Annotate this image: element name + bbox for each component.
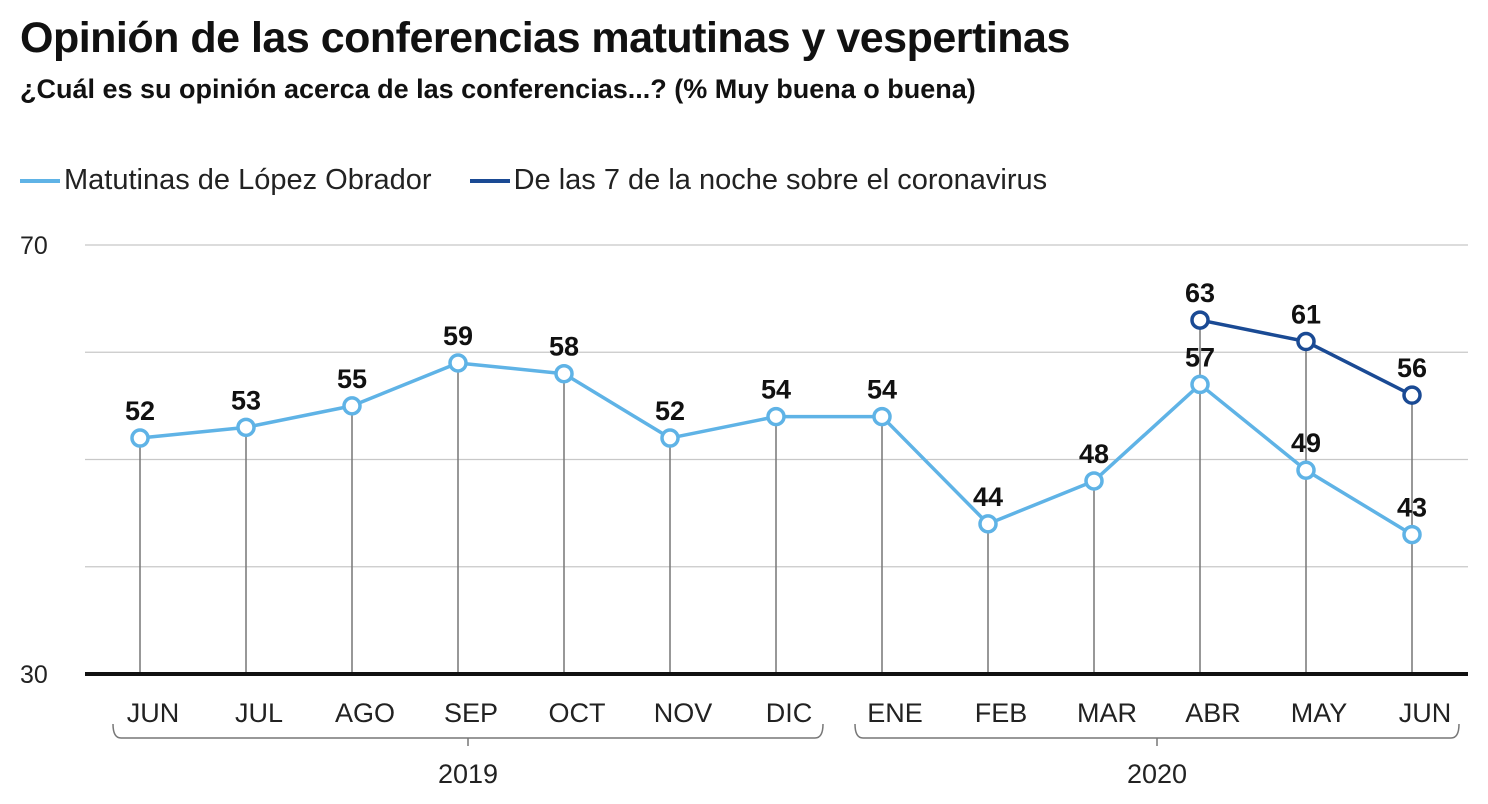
x-tick-label: JUL	[235, 698, 283, 728]
x-tick-label: ENE	[867, 698, 923, 728]
data-point	[1084, 471, 1104, 491]
legend: Matutinas de López Obrador De las 7 de l…	[20, 164, 1085, 197]
data-point	[1190, 310, 1210, 330]
data-label: 61	[1291, 300, 1321, 330]
x-tick-label: SEP	[444, 698, 498, 728]
x-tick-label: JUN	[1399, 698, 1452, 728]
data-label: 54	[761, 375, 791, 405]
x-tick-label: FEB	[975, 698, 1028, 728]
data-label: 56	[1397, 353, 1427, 383]
x-tick-label: NOV	[654, 698, 713, 728]
data-point	[978, 514, 998, 534]
y-tick-label: 70	[20, 232, 48, 260]
data-label: 43	[1397, 493, 1427, 523]
data-label: 52	[655, 396, 685, 426]
year-label: 2019	[438, 759, 498, 789]
data-point	[660, 428, 680, 448]
data-point	[1190, 374, 1210, 395]
data-point	[236, 417, 256, 438]
data-label: 48	[1079, 439, 1109, 469]
data-point	[448, 353, 468, 373]
data-label: 44	[973, 482, 1003, 512]
data-label: 49	[1291, 428, 1321, 458]
data-point	[554, 363, 574, 384]
legend-label-matutinas: Matutinas de López Obrador	[64, 164, 432, 196]
data-label: 59	[443, 321, 473, 351]
x-tick-label: MAY	[1291, 698, 1348, 728]
data-label: 57	[1185, 342, 1215, 372]
data-label: 55	[337, 364, 367, 394]
chart-subtitle: ¿Cuál es su opinión acerca de las confer…	[20, 74, 976, 104]
x-tick-label: OCT	[549, 698, 606, 728]
data-label: 63	[1185, 278, 1215, 308]
x-tick-label: DIC	[766, 698, 813, 728]
legend-item-vespertinas: De las 7 de la noche sobre el coronaviru…	[469, 164, 1048, 197]
year-label: 2020	[1127, 759, 1187, 789]
data-point	[1402, 385, 1422, 405]
legend-item-matutinas: Matutinas de López Obrador	[20, 164, 432, 197]
y-tick-label: 30	[20, 661, 48, 689]
chart-title: Opinión de las conferencias matutinas y …	[20, 14, 1070, 62]
x-tick-label: ABR	[1185, 698, 1241, 728]
data-point	[1402, 524, 1422, 545]
data-point	[1296, 460, 1316, 480]
data-label: 52	[125, 396, 155, 426]
data-label: 58	[549, 332, 579, 362]
x-tick-label: MAR	[1077, 698, 1137, 728]
x-tick-label: JUN	[127, 698, 180, 728]
data-point	[342, 396, 362, 416]
legend-label-vespertinas: De las 7 de la noche sobre el coronaviru…	[513, 164, 1048, 196]
data-label: 54	[867, 375, 897, 405]
legend-swatch-vespertinas	[469, 178, 510, 183]
data-point	[872, 406, 892, 427]
year-bracket	[854, 723, 1460, 739]
data-label: 53	[231, 385, 261, 415]
x-tick-label: AGO	[335, 698, 395, 728]
data-point	[130, 428, 150, 448]
data-point	[1296, 331, 1316, 352]
legend-swatch-matutinas	[20, 178, 60, 183]
data-point	[766, 406, 786, 427]
